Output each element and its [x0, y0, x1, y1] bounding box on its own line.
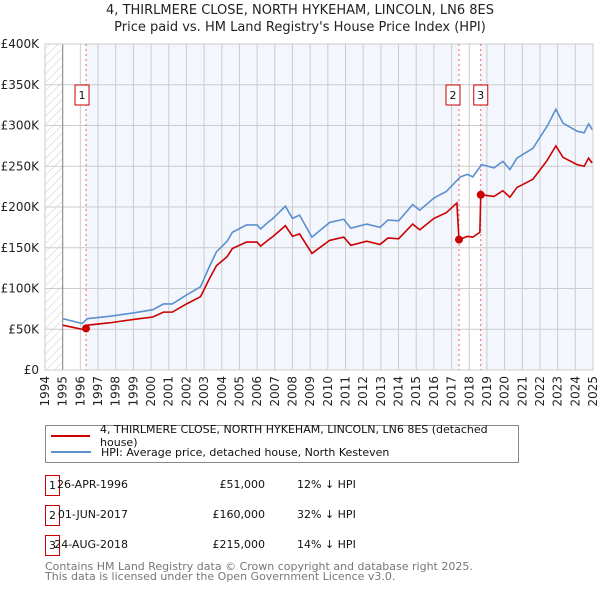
footer-line-1: Contains HM Land Registry data © Crown c… — [45, 560, 473, 573]
sale-hpi-diff: 12% ↓ HPI — [297, 478, 356, 491]
sale-date: 01-JUN-2017 — [57, 508, 128, 521]
x-tick-label: 2004 — [215, 376, 229, 407]
sale-marker-label: 1 — [79, 89, 86, 102]
x-tick-label: 2022 — [533, 376, 547, 407]
x-tick-label: 2012 — [356, 376, 370, 407]
sale-marker-badge — [473, 84, 489, 106]
legend-label: 4, THIRLMERE CLOSE, NORTH HYKEHAM, LINCO… — [100, 423, 488, 449]
x-tick-label: 2023 — [551, 376, 565, 407]
x-tick-label: 2020 — [498, 376, 512, 407]
sale-price: £51,000 — [219, 478, 266, 491]
sale-point — [455, 235, 464, 244]
x-tick-label: 2000 — [144, 376, 158, 407]
y-tick-label: £150K — [1, 241, 41, 255]
sale-marker-badge — [74, 84, 90, 106]
price-chart: £0 £50K £100K £150K £200K £250K £300K £350K £400… — [1, 37, 600, 407]
x-tick-label: 2018 — [462, 376, 476, 407]
sale-date: 26-APR-1996 — [56, 478, 128, 491]
y-tick-label: £200K — [1, 200, 41, 214]
x-tick-label: 2011 — [339, 376, 353, 407]
x-tick-label: 2017 — [445, 376, 459, 407]
x-tick-label: 2021 — [515, 376, 529, 407]
x-tick-label: 2002 — [179, 376, 193, 407]
x-tick-label: 2019 — [480, 376, 494, 407]
y-tick-label: £100K — [1, 282, 41, 296]
sale-row: 2 01-JUN-2017 £160,000 32% ↓ HPI — [45, 505, 445, 526]
x-tick-label: 2006 — [250, 376, 264, 407]
x-tick-label: 1995 — [56, 376, 70, 407]
sale-point — [476, 190, 485, 199]
legend-label: HPI: Average price, detached house, Nort… — [101, 445, 390, 459]
footer-line-2: This data is licensed under the Open Gov… — [45, 570, 396, 583]
y-tick-label: £50K — [8, 322, 40, 336]
y-tick-label: £250K — [1, 159, 41, 173]
x-tick-label: 2024 — [568, 376, 582, 407]
x-tick-label: 2001 — [162, 376, 176, 407]
x-tick-label: 2009 — [303, 376, 317, 407]
y-tick-label: £400K — [1, 37, 41, 51]
x-tick-label: 2007 — [268, 376, 282, 407]
x-tick-label: 2016 — [427, 376, 441, 407]
sale-number-badge: 1 — [45, 475, 60, 496]
sale-number-badge: 3 — [45, 535, 60, 556]
sale-row: 1 26-APR-1996 £51,000 12% ↓ HPI — [45, 475, 445, 496]
sale-marker-badge — [445, 84, 461, 106]
y-tick-label: £0 — [24, 363, 39, 377]
hpi-line — [62, 107, 593, 325]
sale-hpi-diff: 32% ↓ HPI — [297, 508, 356, 521]
x-tick-label: 2013 — [374, 376, 388, 407]
sale-hpi-diff: 14% ↓ HPI — [297, 538, 356, 551]
sale-marker-label: 3 — [477, 89, 484, 102]
legend-item-hpi: HPI: Average price, detached house, Nort… — [51, 444, 389, 460]
plot-border — [44, 43, 594, 371]
x-tick-label: 2005 — [232, 376, 246, 407]
sale-point — [82, 324, 91, 333]
chart-title: 4, THIRLMERE CLOSE, NORTH HYKEHAM, LINCO… — [106, 3, 494, 18]
x-tick-label: 2014 — [392, 376, 406, 407]
sale-price: £215,000 — [212, 538, 266, 551]
y-tick-label: £300K — [1, 119, 41, 133]
x-tick-label: 1999 — [126, 376, 140, 407]
sale-row: 3 24-AUG-2018 £215,000 14% ↓ HPI — [45, 535, 445, 556]
legend: 4, THIRLMERE CLOSE, NORTH HYKEHAM, LINCO… — [45, 423, 519, 463]
x-tick-label: 2025 — [586, 376, 600, 407]
sale-marker-label: 2 — [450, 89, 457, 102]
y-tick-label: £350K — [1, 78, 41, 92]
x-tick-label: 2010 — [321, 376, 335, 407]
legend-item-property: 4, THIRLMERE CLOSE, NORTH HYKEHAM, LINCO… — [51, 423, 518, 449]
x-tick-label: 2015 — [409, 376, 423, 407]
x-tick-label: 2008 — [285, 376, 299, 407]
x-tick-label: 1997 — [91, 376, 105, 407]
sale-price: £160,000 — [212, 508, 266, 521]
x-tick-label: 2003 — [197, 376, 211, 407]
sale-number-badge: 2 — [45, 505, 60, 526]
property-price-line — [62, 144, 593, 331]
x-tick-label: 1994 — [38, 376, 52, 407]
x-tick-label: 1996 — [73, 376, 87, 407]
chart-subtitle: Price paid vs. HM Land Registry's House … — [114, 20, 486, 35]
sale-date: 24-AUG-2018 — [54, 538, 128, 551]
x-tick-label: 1998 — [109, 376, 123, 407]
